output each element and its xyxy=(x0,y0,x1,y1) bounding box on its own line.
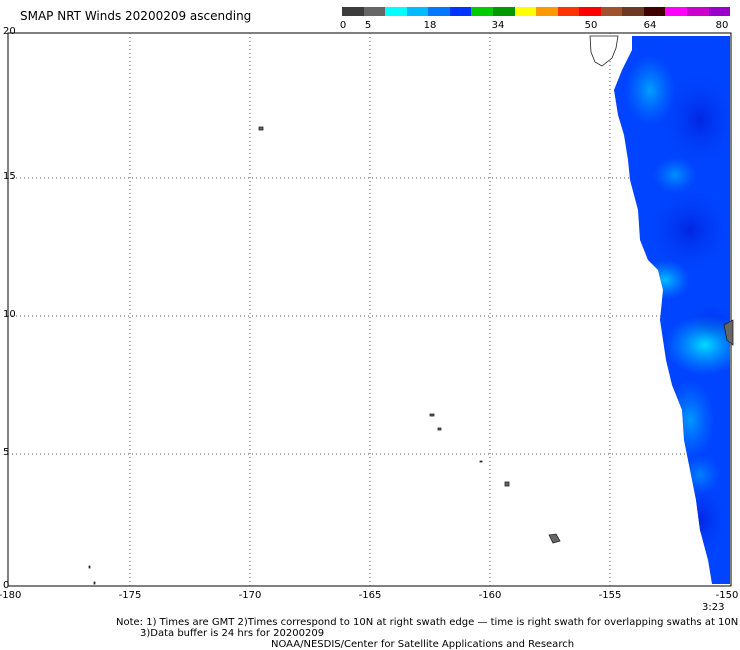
lon-tick-160: -160 xyxy=(478,590,502,601)
colorbar-segment xyxy=(385,7,407,16)
graticule xyxy=(8,33,731,586)
note-line-1: Note: 1) Times are GMT 2)Times correspon… xyxy=(116,617,739,628)
colorbar-segment xyxy=(600,7,623,16)
colorbar-segment xyxy=(406,7,429,16)
colorbar-segment xyxy=(557,7,580,16)
lat-tick-15: 15 xyxy=(3,171,16,182)
colorbar-segment xyxy=(643,7,666,16)
colorbar-segment xyxy=(363,7,386,16)
lon-tick-175: -175 xyxy=(118,590,142,601)
colorbar-label: 50 xyxy=(584,20,598,31)
colorbar-segment xyxy=(492,7,515,16)
colorbar-segment xyxy=(536,7,558,16)
colorbar-label: 0 xyxy=(339,20,347,31)
lat-tick-5: 5 xyxy=(3,447,10,458)
lat-tick-20: 20 xyxy=(3,26,16,37)
colorbar-segment xyxy=(622,7,644,16)
lon-tick-155: -155 xyxy=(598,590,622,601)
colorbar-segment xyxy=(687,7,709,16)
lon-tick-165: -165 xyxy=(358,590,382,601)
swath-time-label: 3:23 xyxy=(702,602,725,613)
lat-tick-10: 10 xyxy=(3,309,16,320)
colorbar-segment xyxy=(428,7,450,16)
colorbar-segment xyxy=(708,7,731,16)
colorbar-label: 64 xyxy=(643,20,657,31)
colorbar-segment xyxy=(514,7,537,16)
note-line-2: 3)Data buffer is 24 hrs for 20200209 xyxy=(140,628,325,639)
wind-speed-colorbar xyxy=(342,7,731,16)
colorbar-segment xyxy=(342,7,364,16)
colorbar-label: 5 xyxy=(364,20,372,31)
colorbar-segment xyxy=(665,7,687,16)
lon-tick-170: -170 xyxy=(238,590,262,601)
lon-tick-150: -150 xyxy=(715,590,739,601)
land-islands xyxy=(88,35,734,585)
colorbar-label: 80 xyxy=(715,20,729,31)
lon-tick-180: -180 xyxy=(0,590,22,601)
colorbar-label: 34 xyxy=(491,20,505,31)
colorbar-segment xyxy=(579,7,601,16)
colorbar-label: 18 xyxy=(423,20,437,31)
map-title: SMAP NRT Winds 20200209 ascending xyxy=(20,9,252,23)
lat-tick-0: 0 xyxy=(3,580,10,591)
colorbar-segment xyxy=(449,7,472,16)
colorbar-segment xyxy=(471,7,493,16)
note-line-3: NOAA/NESDIS/Center for Satellite Applica… xyxy=(271,639,575,650)
